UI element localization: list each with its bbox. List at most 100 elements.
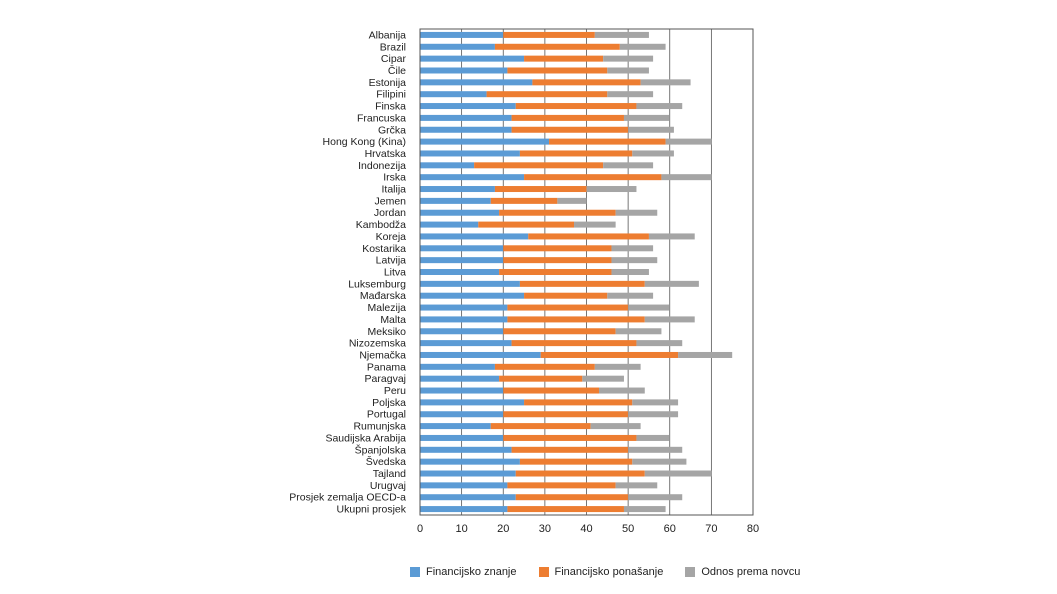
bar-segment: [524, 174, 662, 181]
category-label: Francuska: [357, 112, 406, 124]
bar-segment: [503, 245, 612, 252]
bar-segment: [519, 458, 633, 465]
bar-segment: [628, 126, 674, 133]
legend-label-1: Financijsko znanje: [426, 566, 517, 578]
bar-segment: [515, 494, 629, 501]
bar-segment: [557, 197, 587, 204]
legend-swatch-3: [685, 567, 696, 577]
category-label: Malta: [380, 314, 406, 326]
bar-segment: [420, 387, 504, 394]
bar-segment: [540, 351, 679, 358]
bar-segment: [420, 328, 504, 335]
bar-segment: [549, 138, 666, 145]
bar-segment: [474, 162, 604, 169]
bar-segment: [507, 67, 608, 74]
bar-segment: [478, 221, 575, 228]
bar-segment: [420, 209, 500, 216]
category-label: Peru: [384, 385, 406, 397]
bar-segment: [420, 411, 504, 418]
bar-segment: [503, 434, 637, 441]
x-tick-label: 30: [539, 523, 551, 535]
bar-segment: [603, 55, 654, 62]
bar-segment: [507, 506, 624, 513]
category-label: Hong Kong (Kina): [323, 136, 406, 148]
bar-segment: [515, 103, 637, 110]
category-label: Indonezija: [358, 160, 406, 172]
bar-segment: [420, 494, 516, 501]
bar-segment: [503, 411, 629, 418]
bar-segment: [636, 434, 670, 441]
legend-swatch-1: [410, 567, 420, 577]
bar-segment: [632, 150, 674, 157]
category-label: Hrvatska: [365, 148, 407, 160]
bar-segment: [661, 174, 712, 181]
bar-segment: [582, 375, 624, 382]
category-label: Mađarska: [360, 290, 406, 302]
bar-segment: [603, 162, 654, 169]
category-label: Nizozemska: [349, 338, 406, 350]
category-label: Litva: [384, 267, 406, 279]
bar-segment: [420, 103, 516, 110]
category-label: Italija: [381, 184, 406, 196]
bar-segment: [420, 304, 508, 311]
bar-segment: [528, 233, 649, 240]
bar-segment: [665, 138, 712, 145]
category-label: Koreja: [376, 231, 407, 243]
bar-segment: [648, 233, 695, 240]
bar-segment: [420, 126, 512, 133]
bar-segment: [644, 316, 695, 323]
category-label: Tajland: [373, 468, 406, 480]
bar-segment: [420, 506, 508, 513]
bar-segment: [524, 399, 633, 406]
category-label: Portugal: [367, 409, 406, 421]
bar-segment: [420, 446, 512, 453]
bar-segment: [486, 91, 608, 98]
legend-label-3: Odnos prema novcu: [701, 566, 801, 578]
bar-segment: [420, 351, 541, 358]
category-label: Meksiko: [367, 326, 406, 338]
bar-segment: [420, 340, 512, 347]
bar-segment: [420, 186, 495, 193]
bar-segment: [420, 482, 508, 489]
category-label: Luksemburg: [348, 278, 406, 290]
category-label: Albanija: [369, 29, 407, 41]
bar-segment: [420, 470, 516, 477]
bar-segment: [494, 43, 620, 50]
bar-segment: [507, 316, 645, 323]
bar-segment: [590, 423, 641, 430]
category-label: Jordan: [374, 207, 406, 219]
bar-segment: [615, 482, 658, 489]
bar-segment: [420, 423, 491, 430]
bar-segment: [420, 114, 512, 121]
bar-segment: [628, 411, 679, 418]
category-label: Filipini: [376, 89, 406, 101]
bar-segment: [420, 375, 500, 382]
bar-segment: [628, 494, 683, 501]
plot-frame: [419, 28, 754, 516]
bar-segment: [490, 197, 558, 204]
bar-segment: [632, 458, 687, 465]
bar-segment: [420, 138, 550, 145]
x-tick-label: 40: [580, 523, 592, 535]
category-label: Švedska: [366, 455, 406, 468]
category-labels: AlbanijaBrazilCiparČileEstonijaFilipiniF…: [289, 29, 406, 515]
x-tick-label: 70: [705, 523, 717, 535]
bar-segment: [420, 363, 495, 370]
category-label: Urugvaj: [370, 480, 406, 492]
bar-segment: [503, 257, 612, 264]
bar-segment: [494, 363, 595, 370]
bar-series: [420, 31, 733, 513]
bar-segment: [503, 328, 616, 335]
category-label: Rumunjska: [353, 421, 406, 433]
bar-segment: [607, 292, 654, 299]
bar-segment: [507, 482, 616, 489]
bar-segment: [611, 269, 649, 275]
bar-segment: [420, 197, 491, 204]
bar-segment: [640, 79, 691, 86]
bar-segment: [636, 103, 683, 110]
bar-segment: [607, 91, 654, 98]
category-label: Kostarika: [362, 243, 406, 255]
bar-segment: [420, 233, 529, 240]
bar-segment: [644, 280, 699, 287]
